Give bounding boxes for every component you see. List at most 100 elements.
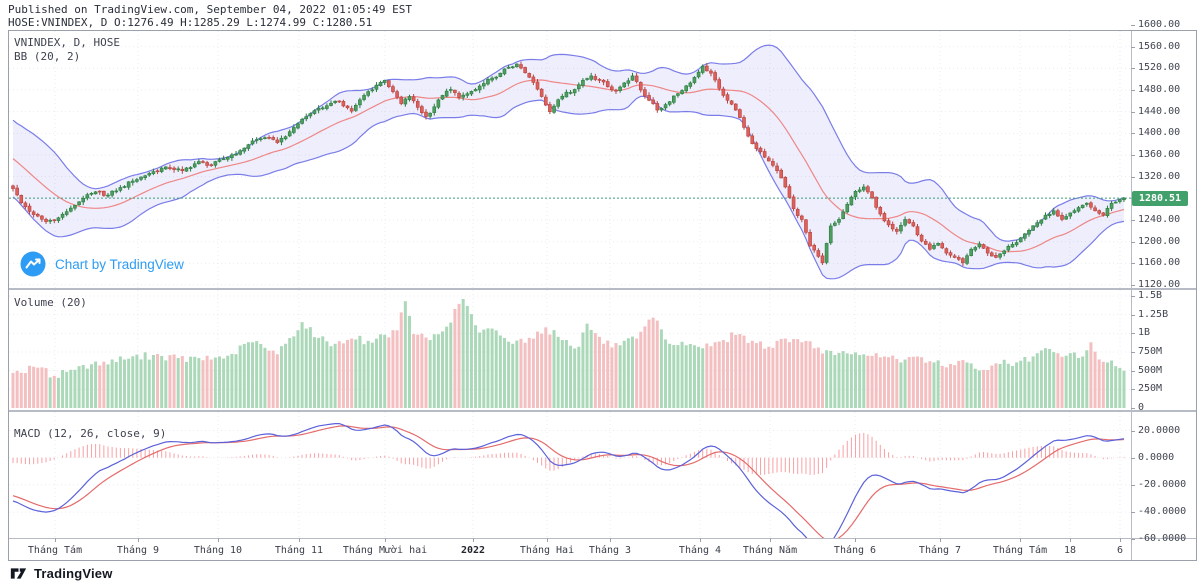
time-tick-label: Tháng 7: [918, 545, 962, 556]
axis-tick: [1131, 539, 1135, 541]
axis-tick-label: 1B: [1138, 327, 1151, 339]
axis-tick: [1131, 155, 1135, 156]
time-tick: [770, 538, 771, 542]
axis-tick: [1131, 370, 1135, 372]
axis-tick-label: 1.5B: [1138, 289, 1163, 301]
axis-tick: [1131, 285, 1135, 287]
axis-tick-label: 500M: [1138, 364, 1163, 376]
last-price-badge: 1280.51: [1132, 190, 1188, 206]
axis-tick: [1131, 351, 1135, 353]
time-tick-label: 6: [1116, 545, 1124, 556]
axis-tick: [1131, 220, 1135, 221]
axis-tick: [1131, 314, 1135, 316]
time-tick: [473, 538, 474, 542]
axis-tick-label: 1360.00: [1138, 149, 1181, 160]
time-tick: [385, 538, 386, 542]
time-tick: [138, 538, 139, 542]
time-tick-label: Tháng 6: [833, 545, 877, 556]
axis-tick: [1131, 46, 1135, 48]
price-pane-legend: VNINDEX, D, HOSE BB (20, 2): [14, 36, 120, 64]
axis-tick-label: 1160.00: [1138, 257, 1181, 269]
time-tick-label: Tháng 9: [116, 545, 160, 556]
axis-tick: [1131, 389, 1135, 391]
time-tick: [940, 538, 941, 542]
axis-tick-label: 1520.00: [1138, 62, 1181, 74]
volume-pane-canvas[interactable]: [9, 290, 1131, 410]
axis-tick: [1131, 68, 1135, 70]
bb-legend: BB (20, 2): [14, 50, 81, 63]
axis-tick: [1131, 90, 1135, 91]
axis-tick-label: 1600.00: [1138, 19, 1181, 30]
axis-tick-label: 0.0000: [1138, 451, 1175, 463]
axis-tick-label: 1120.00: [1138, 279, 1181, 291]
time-tick-label: Tháng 11: [274, 545, 324, 556]
macd-pane-canvas[interactable]: [9, 412, 1131, 538]
axis-tick-label: 1320.00: [1138, 170, 1181, 182]
axis-tick: [1131, 111, 1135, 113]
time-tick: [55, 538, 56, 542]
axis-tick-label: 750M: [1138, 345, 1163, 357]
published-line: Published on TradingView.com, September …: [8, 3, 412, 16]
time-tick: [299, 538, 300, 542]
time-tick-label: Tháng Hai: [519, 545, 575, 556]
axis-tick-label: -40.0000: [1138, 506, 1187, 518]
time-tick-label: Tháng Mười hai: [342, 545, 428, 556]
time-tick: [218, 538, 219, 542]
axis-tick: [1131, 484, 1135, 486]
axis-tick: [1131, 430, 1135, 432]
axis-tick-label: -60.0000: [1138, 533, 1187, 545]
watermark-label: Chart by TradingView: [55, 256, 184, 272]
axis-tick-label: 1240.00: [1138, 214, 1181, 225]
time-tick-label: 2022: [460, 545, 486, 556]
axis-tick-label: 250M: [1138, 383, 1163, 395]
axis-tick: [1131, 512, 1135, 514]
axis-tick-label: 20.0000: [1138, 424, 1181, 436]
macd-legend: MACD (12, 26, close, 9): [14, 427, 167, 440]
volume-legend: Volume (20): [14, 296, 87, 309]
tradingview-logo[interactable]: TradingView: [10, 563, 113, 583]
time-tick-label: Tháng 10: [193, 545, 243, 556]
chart-by-tradingview-link[interactable]: Chart by TradingView: [20, 251, 184, 277]
axis-tick: [1131, 295, 1135, 297]
axis-tick: [1131, 133, 1135, 135]
time-tick: [1070, 538, 1071, 542]
time-tick: [610, 538, 611, 542]
pane-separator[interactable]: [9, 288, 1196, 290]
time-tick: [1020, 538, 1021, 542]
price-pane-canvas[interactable]: [9, 31, 1131, 288]
time-tick-label: Tháng 4: [678, 545, 722, 556]
axis-tick: [1131, 176, 1135, 178]
axis-tick: [1131, 408, 1135, 409]
axis-tick-label: 1200.00: [1138, 235, 1181, 247]
time-tick-label: Tháng Tám: [27, 545, 83, 556]
symbol-legend: VNINDEX, D, HOSE: [14, 36, 120, 49]
axis-tick: [1131, 457, 1135, 459]
axis-tick-label: 1480.00: [1138, 84, 1181, 95]
axis-tick-label: 1440.00: [1138, 105, 1181, 117]
axis-tick-label: 1.25B: [1138, 308, 1169, 320]
time-tick: [855, 538, 856, 542]
axis-tick: [1131, 241, 1135, 243]
symbol-ohlc-line: HOSE:VNINDEX, D O:1276.49 H:1285.29 L:12…: [8, 16, 373, 29]
axis-tick-label: 1560.00: [1138, 40, 1181, 52]
tradingview-mark-icon: [10, 567, 27, 579]
pane-separator[interactable]: [9, 410, 1196, 412]
axis-tick: [1131, 263, 1135, 265]
axis-tick-label: 1400.00: [1138, 127, 1181, 139]
price-scale-border: [1131, 31, 1132, 560]
time-tick: [1120, 538, 1121, 542]
time-tick: [700, 538, 701, 542]
time-tick-label: Tháng Năm: [742, 545, 798, 556]
axis-tick: [1131, 25, 1135, 26]
axis-tick-label: 0: [1138, 402, 1145, 413]
time-tick-label: Tháng Tám: [992, 545, 1048, 556]
axis-tick: [1131, 333, 1135, 335]
footer-brand-label: TradingView: [34, 565, 113, 581]
time-tick-label: 18: [1063, 545, 1077, 556]
tradingview-cloud-icon: [20, 251, 46, 277]
time-axis-separator: [9, 538, 1196, 539]
time-tick: [547, 538, 548, 542]
time-tick-label: Tháng 3: [588, 545, 632, 556]
axis-tick-label: -20.0000: [1138, 478, 1187, 490]
